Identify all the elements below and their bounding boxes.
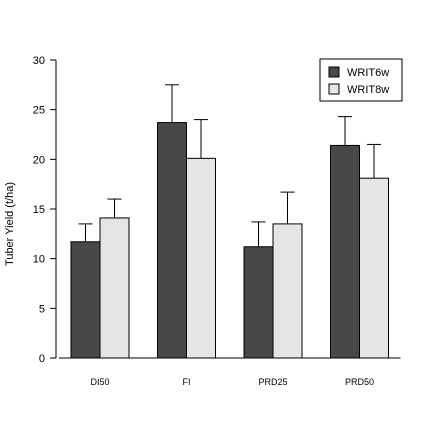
x-axis-labels: DI50 FI PRD25 PRD50: [90, 377, 374, 387]
y-tick-label: 15: [33, 204, 45, 216]
y-tick-label: 10: [33, 254, 45, 266]
legend-swatch-WRIT6w: [328, 66, 340, 78]
bar-WRIT6w-DI50: [70, 241, 101, 359]
bar-WRIT6w-PRD25: [243, 246, 274, 359]
legend: WRIT6w WRIT8w: [319, 58, 403, 102]
bar-WRIT6w-PRD50: [330, 144, 360, 359]
bar-WRIT6w-FI: [157, 122, 187, 359]
bar-WRIT8w-FI: [186, 157, 216, 359]
legend-label-WRIT6w: WRIT6w: [347, 67, 389, 79]
y-axis: 0 5 10 15 20 25 30: [33, 55, 57, 365]
bar-WRIT8w-DI50: [99, 217, 130, 359]
legend-swatch-WRIT8w: [328, 83, 340, 95]
legend-label-WRIT8w: WRIT8w: [347, 84, 389, 96]
y-tick-label: 30: [33, 55, 45, 67]
x-tick-label: PRD25: [258, 377, 287, 387]
bars: [70, 122, 389, 359]
x-tick-label: DI50: [90, 377, 109, 387]
y-tick-label: 20: [33, 154, 45, 166]
bar-WRIT8w-PRD50: [359, 177, 389, 359]
x-tick-label: FI: [183, 377, 191, 387]
y-tick-label: 5: [39, 303, 45, 315]
y-tick-label: 0: [39, 353, 45, 365]
y-axis-title: Tuber Yield (t/ha): [4, 182, 16, 266]
y-tick-label: 25: [33, 105, 45, 117]
x-tick-label: PRD50: [345, 377, 374, 387]
error-bars: [78, 84, 381, 247]
bar-WRIT8w-PRD25: [272, 223, 303, 359]
